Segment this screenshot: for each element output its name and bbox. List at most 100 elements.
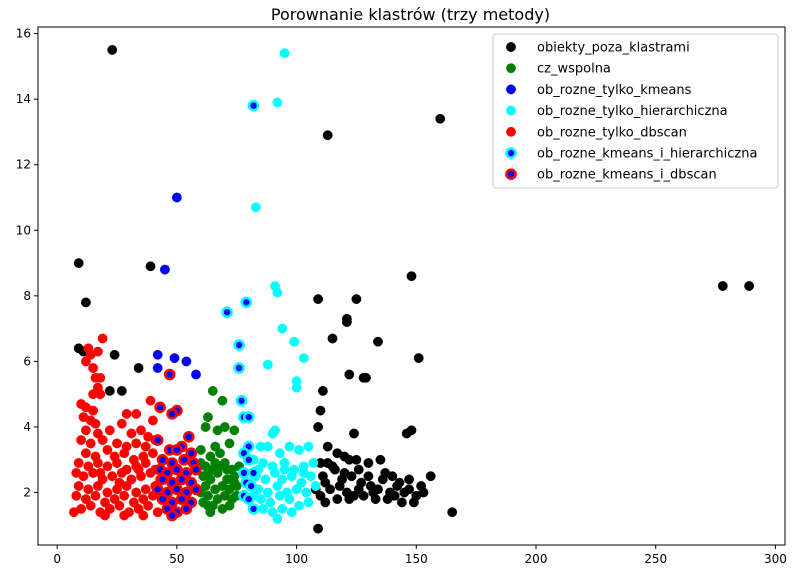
data-point — [404, 484, 414, 495]
legend-marker — [505, 168, 517, 180]
data-point — [363, 458, 374, 468]
data-point — [313, 422, 323, 432]
data-point — [102, 487, 113, 498]
data-point — [185, 447, 197, 460]
y-tick-label: 8 — [23, 289, 31, 303]
data-point — [332, 494, 343, 504]
series-obiekty_poza_klastrami — [73, 45, 754, 534]
data-point — [356, 477, 367, 488]
data-point — [317, 471, 328, 482]
data-point — [408, 497, 419, 508]
data-point — [210, 441, 221, 452]
data-point — [93, 458, 103, 468]
data-point — [235, 394, 248, 407]
data-point — [156, 453, 169, 466]
data-point — [224, 500, 235, 511]
data-point — [109, 494, 120, 504]
y-tick-label: 14 — [16, 92, 31, 106]
data-marks — [69, 45, 754, 534]
data-point — [247, 467, 260, 479]
data-point — [195, 444, 206, 455]
legend-label: ob_rozne_tylko_dbscan — [537, 125, 687, 140]
data-point — [151, 434, 164, 446]
data-point — [286, 471, 297, 482]
legend-marker — [505, 147, 517, 159]
data-point — [262, 441, 273, 452]
data-point — [163, 368, 176, 381]
data-point — [133, 464, 144, 475]
data-point — [313, 294, 323, 304]
data-point — [138, 494, 149, 504]
x-tick-label: 200 — [525, 552, 548, 566]
data-point — [180, 503, 193, 515]
data-point — [262, 487, 273, 498]
data-point — [277, 503, 288, 514]
legend-marker — [506, 105, 516, 116]
data-point — [140, 458, 151, 468]
y-tick-label: 2 — [23, 486, 31, 500]
data-point — [289, 336, 300, 347]
data-point — [140, 484, 151, 495]
data-point — [229, 425, 240, 436]
data-point — [346, 471, 357, 482]
data-point — [219, 422, 230, 432]
data-point — [93, 481, 103, 491]
data-point — [284, 441, 295, 452]
data-point — [78, 471, 89, 482]
data-point — [242, 411, 255, 423]
data-point — [73, 481, 84, 491]
data-point — [147, 448, 158, 459]
data-point — [222, 464, 233, 475]
data-point — [262, 359, 273, 370]
data-point — [303, 497, 314, 508]
data-point — [95, 372, 106, 383]
data-point — [361, 372, 371, 383]
data-point — [215, 448, 225, 459]
legend-box — [492, 33, 779, 189]
legend-label: cz_wspolna — [537, 62, 611, 77]
data-point — [152, 363, 163, 373]
data-point — [81, 425, 91, 436]
data-point — [353, 464, 364, 475]
data-point — [90, 418, 101, 429]
data-point — [247, 503, 260, 515]
y-tick-label: 6 — [23, 354, 31, 368]
data-point — [406, 425, 417, 436]
data-point — [380, 467, 391, 478]
data-point — [240, 296, 253, 309]
data-point — [358, 490, 369, 501]
y-tick-label: 12 — [16, 158, 31, 172]
data-point — [171, 444, 183, 456]
data-point — [277, 474, 288, 485]
data-point — [258, 503, 268, 514]
data-point — [85, 500, 96, 511]
data-point — [298, 353, 309, 363]
data-point — [303, 441, 314, 452]
data-point — [406, 271, 417, 282]
data-point — [88, 363, 99, 373]
data-point — [242, 493, 255, 505]
legend-label: ob_rozne_tylko_hierarchiczna — [537, 104, 728, 119]
data-point — [171, 192, 182, 203]
data-point — [294, 444, 304, 455]
data-point — [147, 415, 158, 426]
data-point — [152, 507, 163, 518]
data-point — [325, 484, 335, 495]
legend-label: obiekty_poza_klastrami — [537, 41, 690, 56]
data-point — [267, 507, 278, 518]
data-point — [296, 477, 307, 488]
data-point — [344, 369, 355, 380]
data-point — [145, 467, 156, 478]
data-point — [69, 507, 79, 518]
legend-marker — [506, 126, 516, 137]
x-tick-label: 150 — [405, 552, 428, 566]
x-tick-label: 300 — [764, 552, 787, 566]
data-point — [370, 494, 381, 504]
data-point — [151, 483, 164, 496]
data-point — [114, 500, 125, 511]
data-point — [126, 428, 137, 439]
data-point — [131, 438, 142, 449]
data-point — [200, 422, 211, 432]
data-point — [104, 503, 115, 514]
data-point — [171, 483, 183, 496]
